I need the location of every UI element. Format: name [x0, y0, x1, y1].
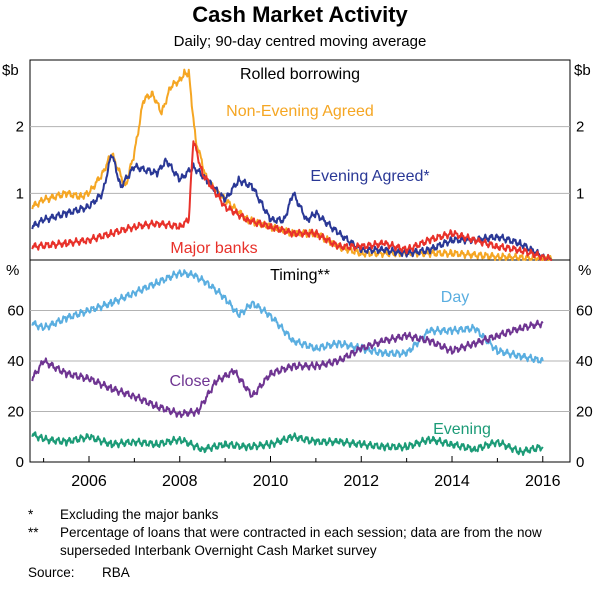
bot-y-tick-left-20: 20 — [7, 404, 24, 421]
footnotes: * Excluding the major banks ** Percentag… — [28, 506, 588, 582]
source: Source: RBA — [28, 564, 588, 582]
footnote-2-text: Percentage of loans that were contracted… — [60, 525, 542, 558]
legend-label-major-banks: Major banks — [170, 240, 257, 257]
chart: Cash Market Activity Daily; 90-day centr… — [2, 2, 593, 490]
top-y-tick-left-2: 2 — [16, 119, 24, 136]
chart-title: Cash Market Activity — [192, 2, 408, 27]
bot-y-tick-right-0: 0 — [576, 454, 584, 471]
series-line-close — [31, 319, 544, 419]
x-axis-ticks — [43, 456, 544, 462]
x-tick-label-2008: 2008 — [162, 473, 198, 490]
top-gridlines — [30, 126, 570, 194]
top-panel-title: Rolled borrowing — [240, 66, 360, 83]
footnote-1-text: Excluding the major banks — [60, 507, 219, 522]
x-axis-labels: 2006 2008 2010 2012 2014 2016 — [71, 473, 560, 490]
bottom-series-lines — [31, 269, 544, 456]
bot-y-tick-left-0: 0 — [16, 454, 24, 471]
legend-label-day: Day — [441, 289, 469, 306]
top-unit-right: $b — [574, 62, 591, 79]
x-tick-label-2014: 2014 — [434, 473, 470, 490]
bottom-unit-right: % — [578, 262, 591, 279]
x-tick-label-2012: 2012 — [343, 473, 379, 490]
series-line-day — [31, 269, 544, 364]
bottom-unit-left: % — [6, 262, 19, 279]
series-line-evening — [31, 431, 544, 456]
footnote-1: * Excluding the major banks — [28, 506, 588, 524]
bot-y-tick-left-60: 60 — [7, 303, 24, 320]
bot-y-tick-right-60: 60 — [576, 303, 593, 320]
bottom-gridlines — [30, 310, 570, 412]
source-value: RBA — [102, 565, 130, 580]
footnote-2: ** Percentage of loans that were contrac… — [28, 524, 588, 560]
top-y-tick-right-2: 2 — [576, 119, 584, 136]
bottom-panel-title: Timing** — [270, 267, 330, 284]
top-unit-left: $b — [2, 62, 19, 79]
bot-y-tick-left-40: 40 — [7, 353, 24, 370]
legend-label-evening: Evening — [433, 421, 491, 438]
series-line-major-banks — [31, 140, 553, 261]
legend-label-evening-agreed: Evening Agreed* — [310, 168, 429, 185]
bot-y-tick-right-20: 20 — [576, 404, 593, 421]
chart-subtitle: Daily; 90-day centred moving average — [174, 33, 427, 50]
top-y-axis-right: 12 — [576, 119, 584, 203]
legend-label-close: Close — [170, 373, 211, 390]
bottom-y-axis-left: 0 20 40 60 — [7, 303, 24, 472]
legend-label-non-evening-agreed: Non-Evening Agreed — [226, 103, 374, 120]
top-y-tick-left-1: 1 — [16, 185, 24, 202]
series-line-evening-agreed — [31, 154, 553, 261]
top-series-lines — [31, 68, 553, 261]
top-y-axis-left: 12 — [16, 119, 24, 203]
plot-frame — [29, 59, 571, 463]
footnote-2-mark: ** — [28, 525, 39, 540]
x-tick-label-2006: 2006 — [71, 473, 107, 490]
top-y-tick-right-1: 1 — [576, 185, 584, 202]
x-tick-label-2010: 2010 — [253, 473, 289, 490]
bottom-y-axis-right: 0 20 40 60 — [576, 303, 593, 472]
x-tick-label-2016: 2016 — [525, 473, 561, 490]
bot-y-tick-right-40: 40 — [576, 353, 593, 370]
footnote-1-mark: * — [28, 507, 34, 522]
source-label: Source: — [28, 565, 75, 580]
